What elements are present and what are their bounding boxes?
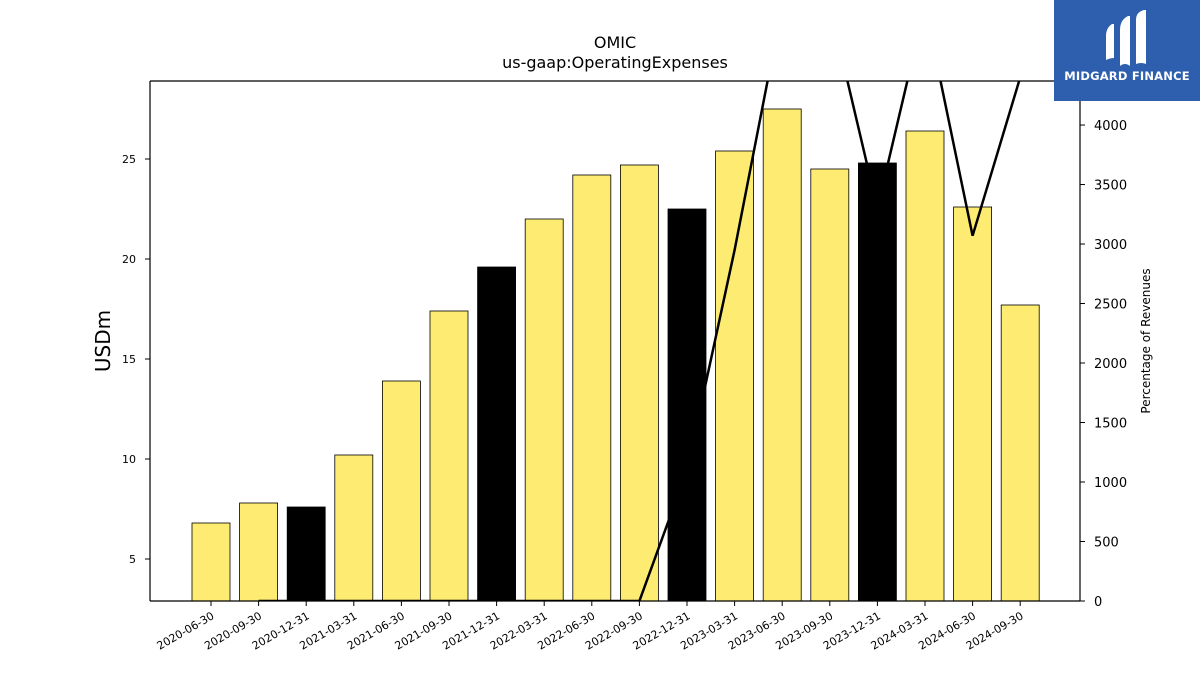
y2-tick-label: 0 — [1094, 595, 1102, 610]
y-tick-label: 5 — [129, 553, 136, 566]
chart-subtitle: us-gaap:OperatingExpenses — [502, 53, 728, 72]
bar — [429, 310, 469, 602]
bar — [572, 174, 612, 602]
y2-tick-label: 1500 — [1094, 417, 1127, 432]
y-tick-label: 25 — [122, 153, 136, 166]
y2-tick-label: 4000 — [1094, 119, 1127, 134]
logo-mark-icon — [1106, 10, 1146, 66]
bar — [762, 108, 802, 602]
chart-title: OMIC — [594, 33, 636, 52]
y2-tick-label: 1000 — [1094, 476, 1127, 491]
bar — [620, 164, 659, 602]
y-tick-label: 15 — [122, 353, 136, 366]
bar — [524, 218, 564, 602]
bar — [381, 380, 421, 602]
y2-tick-label: 2000 — [1094, 357, 1127, 372]
bar — [810, 168, 850, 602]
bar — [715, 150, 754, 602]
y2-tick-label: 500 — [1094, 536, 1119, 551]
midgard-finance-logo: MIDGARD FINANCE — [1054, 0, 1200, 101]
y-tick-label: 20 — [122, 253, 136, 266]
y2-tick-label: 3500 — [1094, 179, 1127, 194]
logo-text: MIDGARD FINANCE — [1064, 69, 1190, 83]
y2-axis-label: Percentage of Revenues — [1139, 268, 1153, 413]
y-axis-label: USDm — [91, 310, 115, 372]
bar — [477, 266, 517, 602]
bar — [858, 162, 897, 602]
y2-tick-label: 2500 — [1094, 298, 1127, 313]
y2-tick-label: 3000 — [1094, 238, 1127, 253]
bar — [239, 502, 279, 602]
bar — [1000, 304, 1040, 602]
bar — [905, 130, 945, 602]
y-tick-label: 10 — [122, 453, 136, 466]
bar — [286, 506, 326, 602]
bar — [334, 454, 374, 602]
bar — [191, 522, 231, 602]
bar — [953, 206, 992, 602]
series-line — [258, 81, 1021, 601]
bar — [667, 208, 707, 602]
